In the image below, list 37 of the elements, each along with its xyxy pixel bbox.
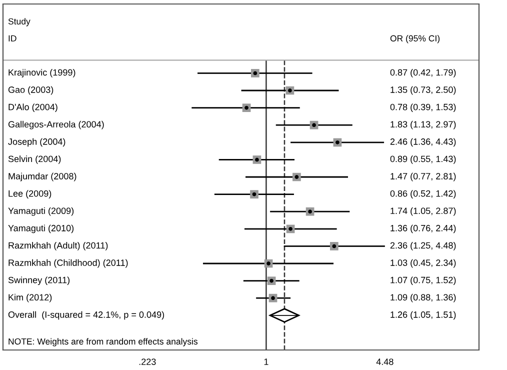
text: OR (95% CI) <box>390 35 440 44</box>
y-tick-label: Razmkhah (Adult) (2011) <box>8 242 108 250</box>
y-tick-label: Yamaguti (2009) <box>8 207 74 216</box>
annotation: 2.46 (1.36, 4.43) <box>390 138 456 147</box>
x-tick-label: 4.48 <box>376 358 394 365</box>
annotation: 0.89 (0.55, 1.43) <box>390 155 456 164</box>
y-tick-label: Yamaguti (2010) <box>8 224 74 234</box>
annotation: 0.87 (0.42, 1.79) <box>390 68 456 78</box>
y-tick-label: Joseph (2004) <box>8 138 66 147</box>
annotation: 1.03 (0.45, 2.34) <box>390 259 456 268</box>
annotation: 1.35 (0.73, 2.50) <box>390 86 456 95</box>
annotation: 1.07 (0.75, 1.52) <box>390 276 456 286</box>
annotation: 1.47 (0.77, 2.81) <box>390 172 456 182</box>
annotation: 2.36 (1.25, 4.48) <box>390 242 456 250</box>
text: Study <box>8 18 30 26</box>
annotation: 1.36 (0.76, 2.44) <box>390 224 456 234</box>
x-tick-label: .223 <box>139 358 156 365</box>
y-tick-label: Kim (2012) <box>8 294 52 302</box>
y-tick-label: Swinney (2011) <box>8 276 70 286</box>
annotation: NOTE: Weights are from random effects analysis <box>8 338 198 346</box>
y-tick-label: Overall (I-squared = 42.1%, p = 0.049) <box>8 311 164 320</box>
y-tick-label: Gao (2003) <box>8 86 54 95</box>
y-tick-label: Majumdar (2008) <box>8 172 76 182</box>
y-tick-label: D'Alo (2004) <box>8 104 58 112</box>
y-tick-label: Selvin (2004) <box>8 155 61 164</box>
annotation: 0.86 (0.52, 1.42) <box>390 190 456 199</box>
annotation: 1.26 (1.05, 1.51) <box>390 311 456 320</box>
y-tick-label: Gallegos-Arreola (2004) <box>8 120 104 130</box>
x-tick-label: 1 <box>264 358 268 365</box>
annotation: 0.78 (0.39, 1.53) <box>390 104 456 112</box>
annotation: 1.09 (0.88, 1.36) <box>390 294 456 302</box>
y-tick-label: Razmkhah (Childhood) (2011) <box>8 259 128 268</box>
text: ID <box>8 35 16 42</box>
annotation: 1.83 (1.13, 2.97) <box>390 120 456 130</box>
annotation: 1.74 (1.05, 2.87) <box>390 207 456 216</box>
y-tick-label: Krajinovic (1999) <box>8 68 76 78</box>
y-tick-label: Lee (2009) <box>8 190 52 199</box>
